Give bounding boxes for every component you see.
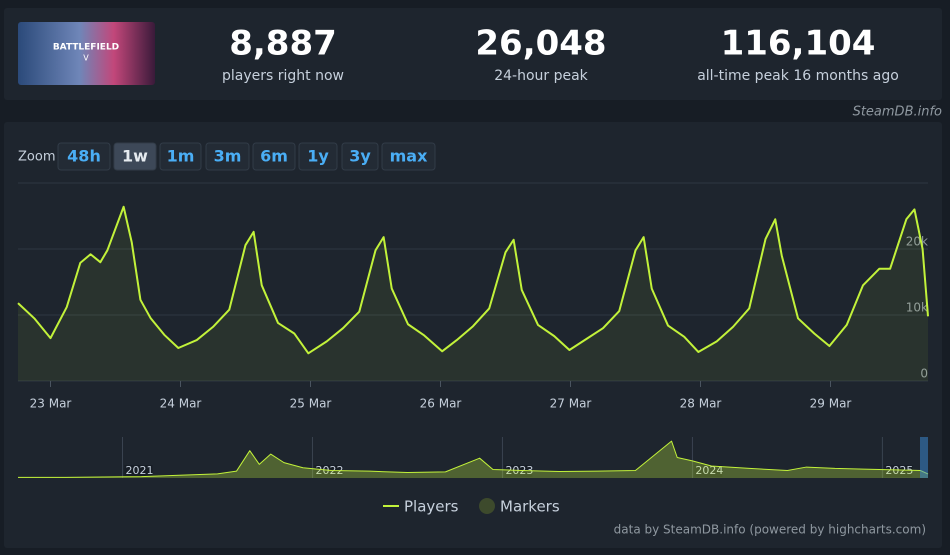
navigator-tick-label: 2024: [695, 464, 723, 477]
credits: data by SteamDB.info (powered by highcha…: [614, 523, 926, 537]
y-tick-label: 10k: [906, 301, 928, 315]
x-tick-label: 28 Mar: [680, 397, 722, 411]
x-tick-label: 29 Mar: [810, 397, 852, 411]
stat-label: all-time peak 16 months ago: [697, 68, 899, 84]
zoom-button-label: 1m: [167, 147, 195, 166]
zoom-button-label: 3y: [349, 147, 371, 166]
stat-value: 8,887: [229, 24, 337, 64]
game-image-title: BATTLEFIELD: [53, 43, 119, 53]
stat-value: 116,104: [721, 24, 876, 64]
zoom-button[interactable]: [252, 142, 296, 171]
zoom-button-label: max: [390, 147, 428, 166]
x-tick-label: 24 Mar: [160, 397, 202, 411]
stat-label: players right now: [222, 68, 344, 84]
x-tick-label: 25 Mar: [290, 397, 332, 411]
stat-value: 26,048: [475, 24, 606, 64]
stat-label: 24-hour peak: [494, 68, 588, 84]
legend-label[interactable]: Markers: [500, 498, 560, 516]
navigator-tick-label: 2025: [885, 464, 913, 477]
zoom-button-label: 1w: [122, 147, 148, 166]
source-link[interactable]: SteamDB.info: [853, 105, 942, 120]
x-tick-label: 23 Mar: [30, 397, 72, 411]
zoom-button-label: 6m: [260, 147, 288, 166]
stats-panel: [4, 8, 942, 100]
x-tick-label: 27 Mar: [550, 397, 592, 411]
zoom-button-label: 1y: [307, 147, 329, 166]
zoom-button[interactable]: [341, 142, 379, 171]
navigator-label-bg: [694, 465, 723, 477]
series-line: [18, 440, 929, 478]
game-image: [18, 22, 155, 85]
navigator-label-bg: [314, 465, 343, 477]
zoom-button-label: 3m: [214, 147, 242, 166]
legend-marker: [479, 498, 495, 514]
zoom-button-label: 48h: [67, 147, 101, 166]
series-area: [18, 206, 928, 381]
zoom-button[interactable]: [205, 142, 250, 171]
zoom-button[interactable]: [113, 142, 157, 171]
zoom-button[interactable]: [381, 142, 436, 171]
chart-panel: [4, 122, 942, 548]
navigator-label-bg: [884, 465, 913, 477]
navigator-tick-label: 2021: [125, 464, 153, 477]
zoom-button[interactable]: [57, 142, 111, 171]
series-line: [17, 205, 929, 355]
navigator-label-bg: [124, 465, 153, 477]
y-tick-label: 0: [920, 367, 928, 381]
zoom-label: Zoom: [18, 150, 55, 165]
zoom-button[interactable]: [298, 142, 338, 171]
navigator-label-bg: [504, 465, 533, 477]
x-tick-label: 26 Mar: [420, 397, 462, 411]
zoom-button[interactable]: [159, 142, 202, 171]
series-area: [18, 441, 928, 478]
legend-label[interactable]: Players: [404, 498, 459, 516]
navigator-handle[interactable]: [920, 437, 928, 478]
game-image-subtitle: V: [83, 54, 89, 63]
